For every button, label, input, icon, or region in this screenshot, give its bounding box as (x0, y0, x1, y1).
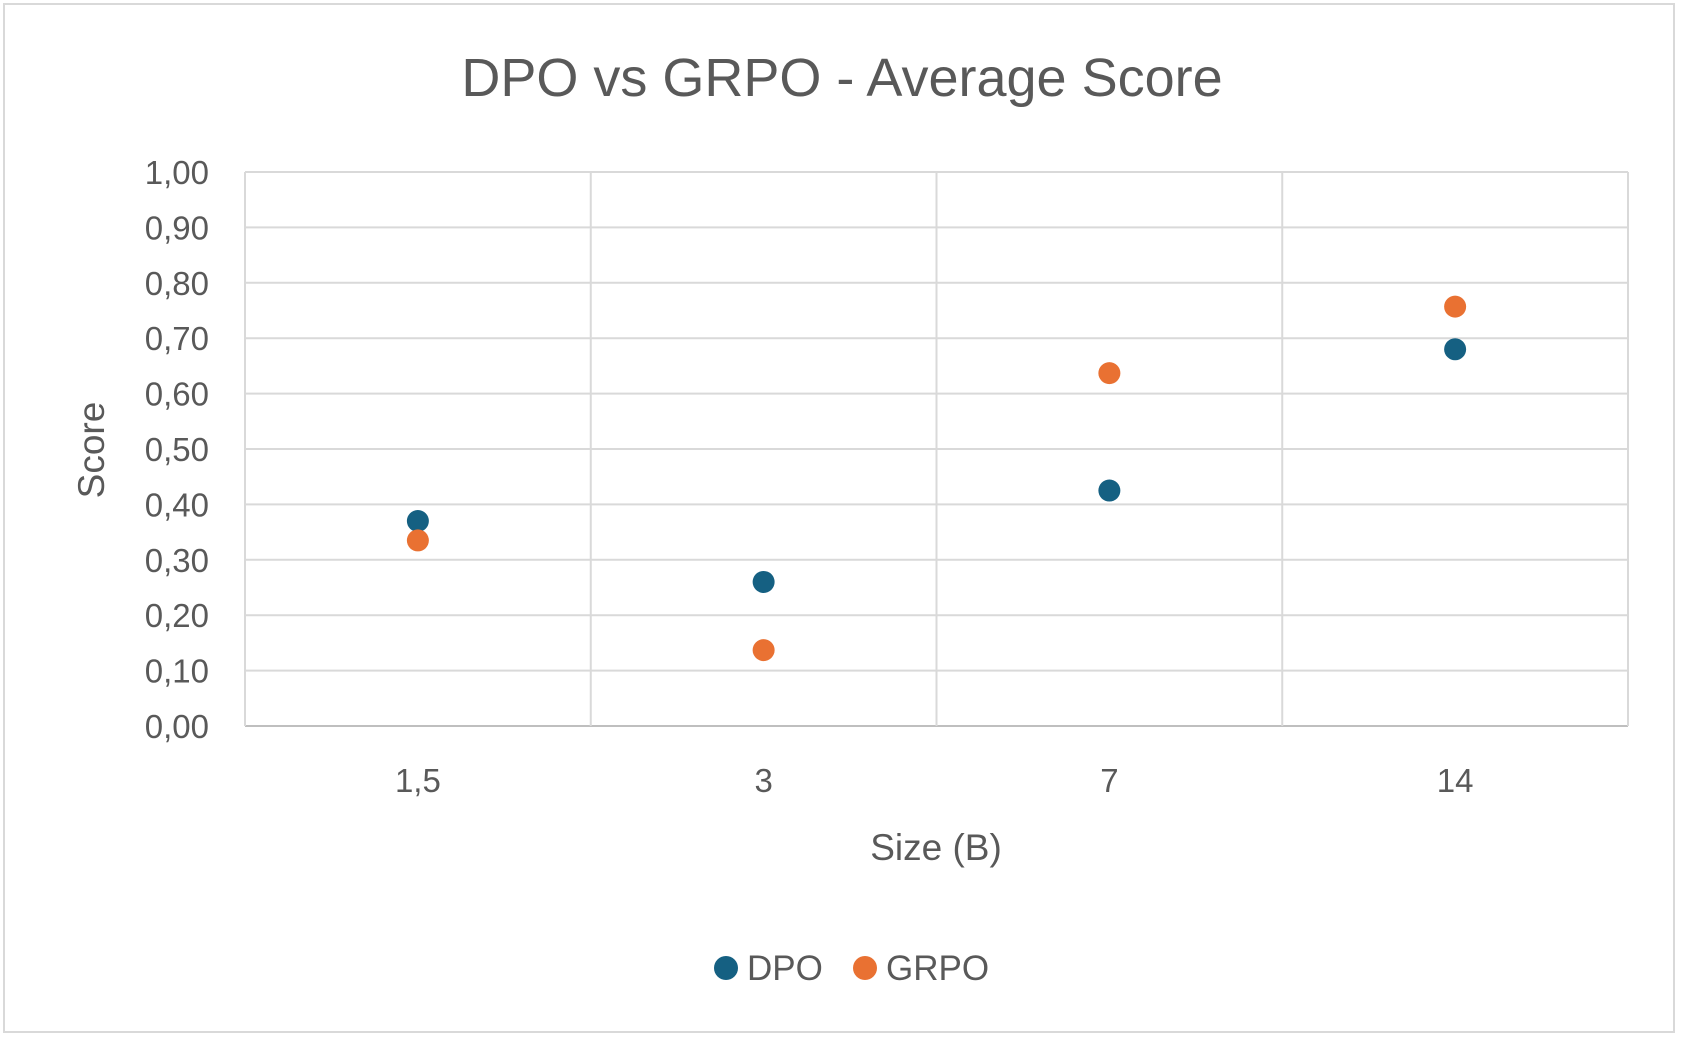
legend-label: DPO (747, 949, 823, 988)
chart-title: DPO vs GRPO - Average Score (461, 48, 1222, 108)
legend-marker (853, 956, 877, 980)
y-tick-label: 0,20 (145, 597, 209, 634)
point-grpo (1098, 362, 1121, 385)
legend: DPO GRPO (714, 949, 989, 988)
point-dpo (1098, 479, 1121, 502)
y-tick-label: 1,00 (145, 154, 209, 191)
legend-item-dpo: DPO (714, 949, 823, 988)
y-tick-label: 0,10 (145, 653, 209, 690)
point-grpo (752, 639, 775, 662)
grid (244, 171, 1629, 727)
x-tick-label: 7 (1100, 762, 1118, 799)
x-tick-label: 3 (754, 762, 772, 799)
legend-item-grpo: GRPO (853, 949, 989, 988)
y-tick-label: 0,70 (145, 320, 209, 357)
x-axis-ticks: 1,5 3 7 14 (395, 762, 1474, 799)
y-tick-label: 0,30 (145, 542, 209, 579)
chart-frame (3, 3, 1675, 1033)
point-grpo (1444, 295, 1467, 318)
x-tick-label: 1,5 (395, 762, 441, 799)
x-axis-title: Size (B) (870, 827, 1002, 868)
y-tick-label: 0,60 (145, 376, 209, 413)
point-grpo (406, 529, 429, 552)
y-axis-ticks: 0,00 0,10 0,20 0,30 0,40 0,50 0,60 0,70 0,80 0,90… (145, 154, 209, 745)
point-dpo (752, 570, 775, 593)
y-tick-label: 0,40 (145, 486, 209, 523)
point-dpo (406, 510, 429, 533)
y-tick-label: 0,90 (145, 209, 209, 246)
data-points (406, 295, 1467, 662)
y-axis-title: Score (71, 402, 112, 499)
x-tick-label: 14 (1437, 762, 1474, 799)
y-tick-label: 0,00 (145, 708, 209, 745)
legend-label: GRPO (886, 949, 989, 988)
y-tick-label: 0,80 (145, 265, 209, 302)
legend-marker (714, 956, 738, 980)
point-dpo (1444, 338, 1467, 361)
y-tick-label: 0,50 (145, 431, 209, 468)
